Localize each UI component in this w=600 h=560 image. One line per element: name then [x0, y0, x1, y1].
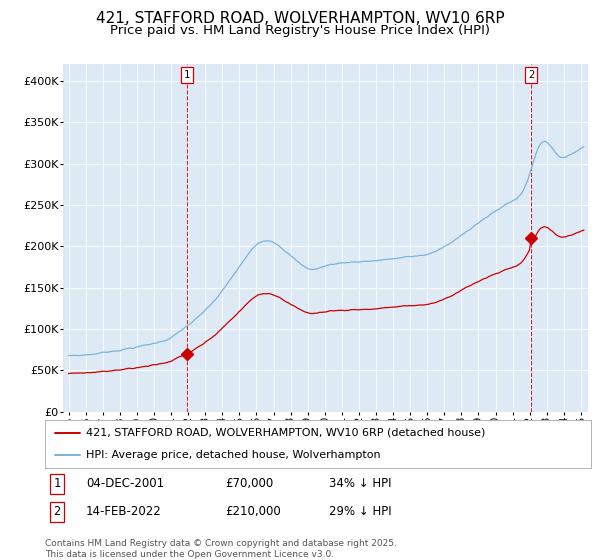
Text: 2: 2 — [53, 506, 61, 519]
Text: 421, STAFFORD ROAD, WOLVERHAMPTON, WV10 6RP (detached house): 421, STAFFORD ROAD, WOLVERHAMPTON, WV10 … — [86, 428, 485, 438]
Text: 421, STAFFORD ROAD, WOLVERHAMPTON, WV10 6RP: 421, STAFFORD ROAD, WOLVERHAMPTON, WV10 … — [95, 11, 505, 26]
Text: Price paid vs. HM Land Registry's House Price Index (HPI): Price paid vs. HM Land Registry's House … — [110, 24, 490, 36]
Text: 1: 1 — [184, 70, 190, 80]
Text: 2: 2 — [528, 70, 534, 80]
Text: £70,000: £70,000 — [225, 477, 274, 491]
Text: 14-FEB-2022: 14-FEB-2022 — [86, 506, 162, 519]
Text: Contains HM Land Registry data © Crown copyright and database right 2025.
This d: Contains HM Land Registry data © Crown c… — [45, 539, 397, 559]
Text: £210,000: £210,000 — [225, 506, 281, 519]
Text: 34% ↓ HPI: 34% ↓ HPI — [329, 477, 391, 491]
Text: 1: 1 — [53, 477, 61, 491]
Text: 29% ↓ HPI: 29% ↓ HPI — [329, 506, 392, 519]
Text: 04-DEC-2001: 04-DEC-2001 — [86, 477, 164, 491]
Text: HPI: Average price, detached house, Wolverhampton: HPI: Average price, detached house, Wolv… — [86, 450, 380, 460]
